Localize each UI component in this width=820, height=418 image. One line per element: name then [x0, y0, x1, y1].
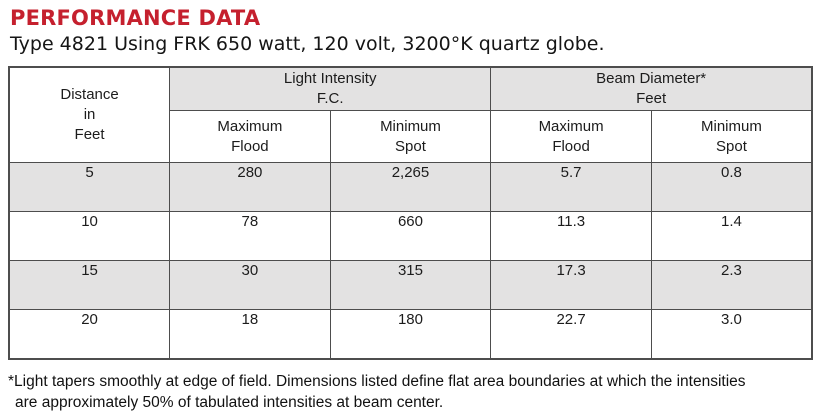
- beam-diameter-unit: Feet: [636, 90, 667, 108]
- distance-header-cell: Distance in Feet: [8, 66, 171, 164]
- page-subtitle: Type 4821 Using FRK 650 watt, 120 volt, …: [10, 33, 605, 56]
- li-max-flood-cell: 78: [169, 211, 331, 262]
- table-row: 10 78 660 11.3 1.4: [8, 211, 813, 262]
- bd-max-flood-cell: 5.7: [490, 162, 652, 213]
- sub-header-row: Maximum Flood Minimum Spot Maximum Flood…: [9, 110, 813, 164]
- table-row: 5 280 2,265 5.7 0.8: [8, 162, 813, 213]
- light-intensity-unit: F.C.: [316, 90, 344, 108]
- footnote: *Light tapers smoothly at edge of field.…: [8, 372, 820, 414]
- bd-max-flood-cell: 11.3: [490, 211, 652, 262]
- beam-diameter-group-header: Beam Diameter* Feet: [490, 66, 813, 112]
- bd-min-spot-cell: 3.0: [650, 309, 813, 360]
- header-line: Maximum: [538, 118, 604, 136]
- li-max-flood-cell: 280: [169, 162, 331, 213]
- distance-cell: 10: [8, 211, 171, 262]
- bd-max-flood-cell: 22.7: [490, 309, 652, 360]
- bd-min-spot-cell: 1.4: [650, 211, 813, 262]
- bd-max-flood-cell: 17.3: [490, 260, 652, 311]
- header-line: Spot: [716, 137, 747, 155]
- li-max-flood-cell: 18: [169, 309, 331, 360]
- distance-header-line-2: in: [83, 106, 96, 124]
- distance-cell: 20: [8, 309, 171, 360]
- group-header-row: Distance in Feet Light Intensity F.C. Be…: [8, 66, 813, 164]
- header-line: Maximum: [217, 118, 283, 136]
- footnote-line-2: are approximately 50% of tabulated inten…: [15, 393, 444, 411]
- li-min-spot-cell: 315: [329, 260, 492, 311]
- li-max-flood-cell: 30: [169, 260, 331, 311]
- bd-min-spot-cell: 0.8: [650, 162, 813, 213]
- bd-maximum-flood-header: Maximum Flood: [490, 110, 652, 164]
- header-line: Minimum: [380, 118, 441, 136]
- bd-minimum-spot-header: Minimum Spot: [650, 110, 813, 164]
- li-min-spot-cell: 660: [329, 211, 492, 262]
- page-title: PERFORMANCE DATA: [10, 6, 261, 30]
- distance-header-line-3: Feet: [74, 126, 105, 144]
- footnote-line-1: *Light tapers smoothly at edge of field.…: [8, 372, 746, 390]
- table-row: 15 30 315 17.3 2.3: [8, 260, 813, 311]
- header-line: Spot: [395, 137, 426, 155]
- li-maximum-flood-header: Maximum Flood: [169, 110, 331, 164]
- header-line: Flood: [231, 137, 269, 155]
- header-line: Minimum: [701, 118, 762, 136]
- li-min-spot-cell: 180: [329, 309, 492, 360]
- light-intensity-title: Light Intensity: [283, 70, 377, 88]
- beam-diameter-title: Beam Diameter*: [596, 70, 707, 88]
- li-minimum-spot-header: Minimum Spot: [329, 110, 492, 164]
- performance-table: Distance in Feet Light Intensity F.C. Be…: [8, 65, 813, 360]
- light-intensity-group-header: Light Intensity F.C.: [169, 66, 492, 112]
- header-line: Flood: [552, 137, 590, 155]
- table-row: 20 18 180 22.7 3.0: [8, 309, 813, 360]
- bd-min-spot-cell: 2.3: [650, 260, 813, 311]
- performance-data-page: PERFORMANCE DATA Type 4821 Using FRK 650…: [0, 6, 820, 418]
- li-min-spot-cell: 2,265: [329, 162, 492, 213]
- distance-header-line-1: Distance: [60, 86, 119, 104]
- distance-cell: 5: [8, 162, 171, 213]
- distance-cell: 15: [8, 260, 171, 311]
